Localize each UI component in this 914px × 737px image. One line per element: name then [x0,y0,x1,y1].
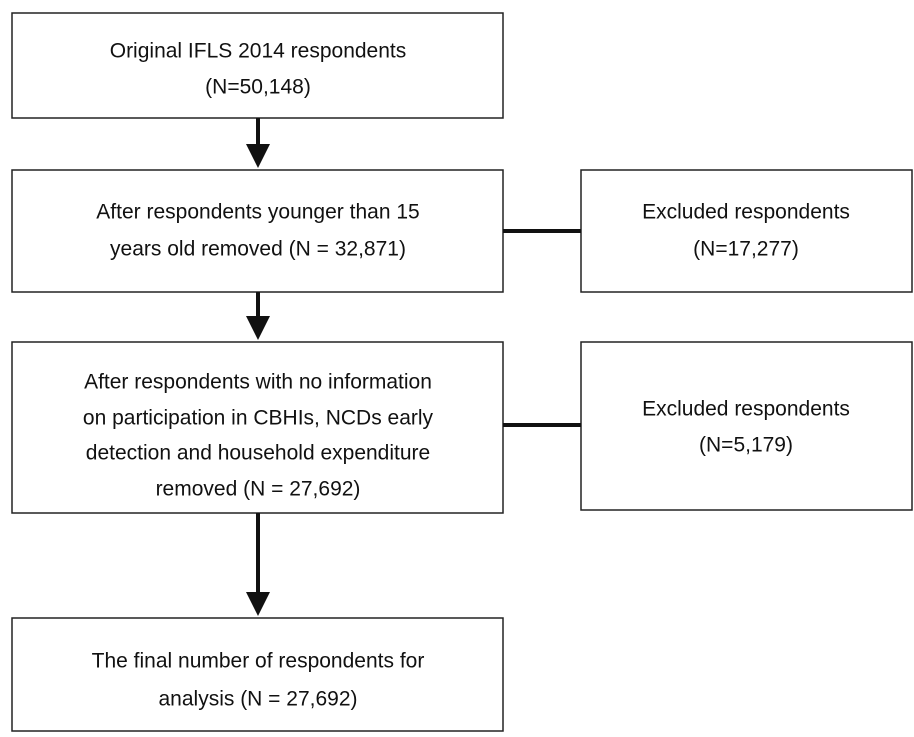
node-text: After respondents with no information [84,371,432,394]
node-text: analysis (N = 27,692) [158,688,357,711]
box [580,169,913,293]
node-text: detection and household expenditure [86,442,430,465]
node-text: removed (N = 27,692) [156,478,361,501]
node-text: on participation in CBHIs, NCDs early [83,407,434,430]
node-text: Excluded respondents [642,201,850,224]
box [11,12,504,119]
box [11,617,504,732]
box [11,169,504,293]
box [580,341,913,511]
node-text: Excluded respondents [642,398,850,421]
node-text: (N=5,179) [699,434,793,457]
node-text: (N=50,148) [205,76,311,99]
node-text: After respondents younger than 15 [96,201,419,224]
node-text: years old removed (N = 32,871) [110,238,406,261]
labels: Original IFLS 2014 respondents (N=50,148)… [83,40,850,711]
node-text: The final number of respondents for [92,650,425,673]
node-text: Original IFLS 2014 respondents [110,40,407,63]
box [11,341,504,514]
node-text: (N=17,277) [693,238,799,261]
